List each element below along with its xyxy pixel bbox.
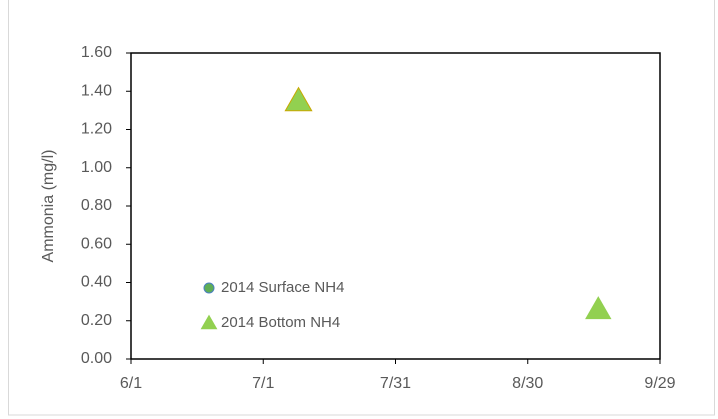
chart-border: [8, 0, 715, 416]
y-tick-label: 1.20: [81, 121, 112, 138]
x-tick-label: 7/31: [380, 375, 411, 392]
y-tick-label: 0.20: [81, 312, 112, 329]
y-tick-label: 0.80: [81, 197, 112, 214]
y-tick-label: 0.00: [81, 350, 112, 367]
y-tick-label: 1.40: [81, 82, 112, 99]
x-tick-label: 7/1: [252, 375, 274, 392]
y-axis-label: Ammonia (mg/l): [40, 150, 57, 263]
x-tick-label: 6/1: [120, 375, 142, 392]
legend-label: 2014 Bottom NH4: [221, 314, 340, 331]
y-tick-label: 1.60: [81, 44, 112, 61]
legend-marker: [200, 314, 218, 330]
x-tick-label: 8/30: [512, 375, 543, 392]
y-tick-label: 1.00: [81, 159, 112, 176]
x-tick-label: 9/29: [644, 375, 675, 392]
data-point: [585, 296, 612, 320]
y-tick-label: 0.60: [81, 235, 112, 252]
data-point: [284, 86, 313, 112]
legend-marker: [203, 282, 215, 294]
y-tick-label: 0.40: [81, 274, 112, 291]
legend-label: 2014 Surface NH4: [221, 279, 344, 296]
